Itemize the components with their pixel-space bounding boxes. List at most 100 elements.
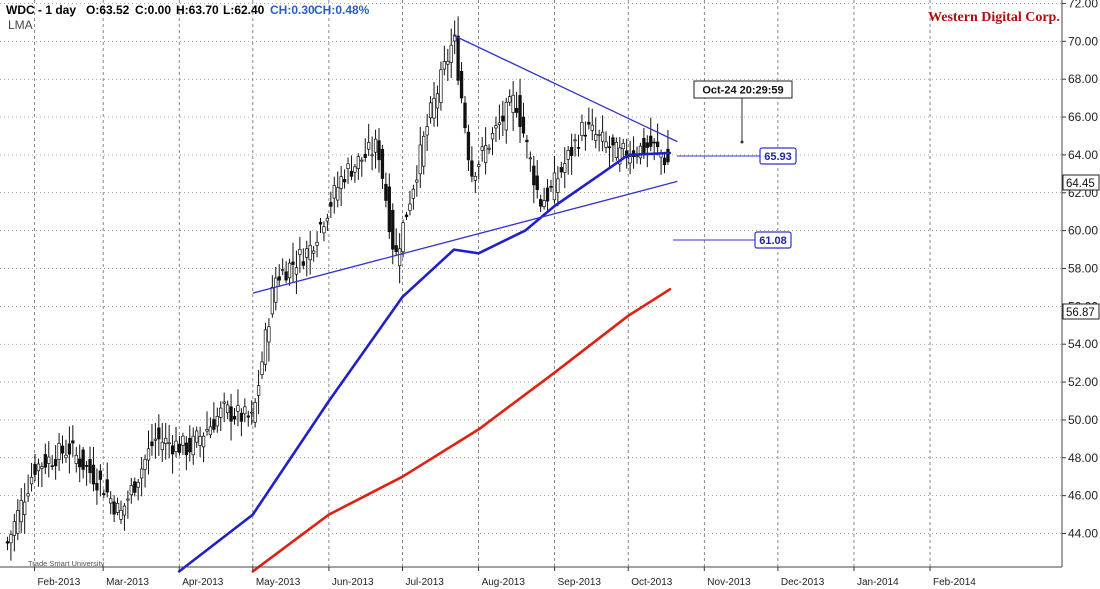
candle-body <box>164 438 168 444</box>
candle-body <box>150 441 154 447</box>
candle-body <box>267 326 271 343</box>
candle-body <box>74 454 78 464</box>
candle-body <box>483 145 488 163</box>
candle-body <box>109 498 113 504</box>
candle-body <box>12 521 17 536</box>
candle-body <box>566 150 570 160</box>
candle-body <box>353 166 357 173</box>
candle-body <box>367 142 371 150</box>
candle-body <box>542 200 546 208</box>
candle-body <box>435 93 440 109</box>
timestamp-callout: Oct-24 20:29:59 <box>693 80 793 144</box>
candle-body <box>539 199 543 207</box>
y-tick-label: 50.00 <box>1068 413 1098 427</box>
candle-body <box>50 465 54 467</box>
y-tick-label: 44.00 <box>1068 527 1098 541</box>
candle-body <box>504 101 508 131</box>
x-tick-label: Nov-2013 <box>707 577 751 588</box>
candle-body <box>411 188 416 199</box>
ohlc-low: L:62.40 <box>223 3 265 17</box>
candle-body <box>43 454 47 468</box>
candle-body <box>597 133 601 136</box>
candle-body <box>318 221 323 225</box>
candle-body <box>253 402 257 423</box>
candle-body <box>463 102 467 129</box>
candle-body <box>336 187 340 201</box>
ohlc-close: C:0.00 <box>135 3 171 17</box>
candle-body <box>590 124 594 131</box>
time-axis: Feb-2013 Mar-2013 Apr-2013 May-2013 Jun-2013… <box>0 566 1062 588</box>
candle-body <box>573 139 577 142</box>
candle-body <box>36 463 41 472</box>
x-tick-label: Dec-2013 <box>781 577 825 588</box>
y-tick-label: 54.00 <box>1068 337 1098 351</box>
candle-body <box>662 157 667 166</box>
candle-body <box>112 501 116 515</box>
candle-body <box>349 170 354 177</box>
last-price-marker: 64.45 <box>1062 174 1100 191</box>
candle-body <box>456 35 460 81</box>
candle-body <box>270 286 275 315</box>
candle-body <box>521 116 526 134</box>
candle-body <box>432 98 436 119</box>
candle-body <box>635 155 639 158</box>
ma-slow-line <box>251 288 672 573</box>
candle-body <box>508 96 512 103</box>
candle-body <box>360 159 364 162</box>
candle-body <box>342 178 347 183</box>
candle-body <box>284 271 288 281</box>
candle-body <box>256 385 261 396</box>
candle-body <box>466 131 471 161</box>
candle-body <box>356 156 361 169</box>
candle-body <box>102 493 106 496</box>
candle-body <box>322 226 326 234</box>
x-tick-label: Sep-2013 <box>558 577 602 588</box>
candle-body <box>528 157 533 160</box>
candle-body <box>263 329 268 365</box>
x-tick-label: Aug-2013 <box>482 577 526 588</box>
y-tick-label: 46.00 <box>1068 489 1098 503</box>
candle-body <box>60 445 65 454</box>
x-tick-label: May-2013 <box>256 577 301 588</box>
descending-trendline <box>453 35 678 143</box>
candle-body <box>298 249 302 255</box>
candle-body <box>652 141 656 144</box>
candle-body <box>470 160 474 177</box>
candle-body <box>157 427 161 440</box>
candle-body <box>139 468 144 479</box>
candle-body <box>621 142 625 150</box>
candle-body <box>532 165 536 186</box>
candle-body <box>71 440 75 444</box>
timestamp-label: Oct-24 20:29:59 <box>702 85 783 97</box>
y-tick-label: 68.00 <box>1068 72 1098 86</box>
candle-body <box>415 179 419 183</box>
candle-body <box>239 412 244 422</box>
candle-body <box>494 125 498 129</box>
candle-body <box>428 102 433 119</box>
candlesticks <box>5 16 670 561</box>
candle-body <box>391 209 395 250</box>
candle-body <box>439 69 443 103</box>
candle-body <box>425 126 429 136</box>
watermark: Trade Smart University <box>28 559 105 568</box>
candle-body <box>394 245 398 252</box>
candle-body <box>525 139 529 143</box>
candle-body <box>205 429 209 432</box>
candle-body <box>339 176 343 189</box>
candle-body <box>53 459 58 467</box>
candle-body <box>387 186 391 233</box>
candle-body <box>308 244 312 261</box>
candle-body <box>126 498 130 501</box>
candle-body <box>404 214 409 218</box>
vertical-gridlines <box>34 0 931 567</box>
x-tick-label: Mar-2013 <box>106 577 149 588</box>
y-tick-label: 52.00 <box>1068 375 1098 389</box>
candle-body <box>618 147 622 165</box>
candle-body <box>535 175 539 191</box>
x-tick-label: Feb-2013 <box>37 577 80 588</box>
candle-body <box>628 156 632 164</box>
ma-value-label: 56.87 <box>1066 307 1095 319</box>
candle-body <box>243 406 247 415</box>
y-tick-label: 66.00 <box>1068 110 1098 124</box>
